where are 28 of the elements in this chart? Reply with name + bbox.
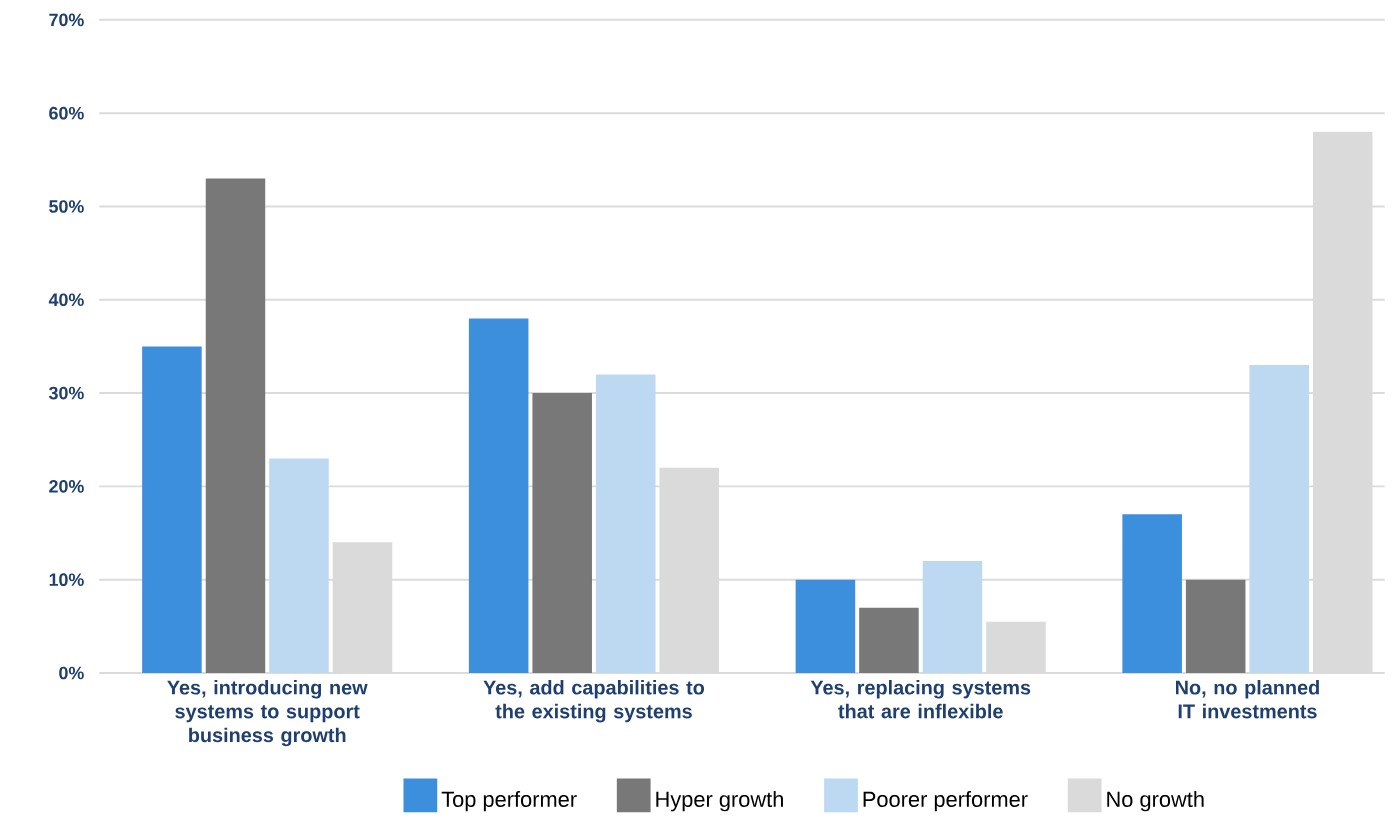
bar [532,393,592,674]
bar [1249,365,1309,674]
x-tick-label: No, no planned IT investments [1176,680,1319,719]
y-tick-label: 0% [59,666,84,680]
legend-label: Hyper growth [656,791,783,812]
y-tick-label: 40% [48,293,84,307]
y-tick-label: 70% [49,13,84,27]
y-tick-label: 50% [49,200,84,213]
bar [269,458,329,674]
legend-label: Poorer performer [863,791,1028,812]
x-tick-label: Yes, add capabilities to the existing systems [483,680,705,723]
y-tick-label: 20% [49,480,84,493]
bar [142,346,202,674]
x-tick-label: Yes, replacing systems that are inflexible [810,680,1031,719]
bar [468,318,529,674]
bar [205,178,266,674]
bar [795,579,856,674]
bar [1122,514,1182,674]
bar [1185,579,1246,674]
legend-label: No growth [1107,791,1204,812]
y-tick-label: 30% [48,386,84,400]
y-tick-label: 60% [49,106,84,120]
bar [859,607,919,674]
y-tick-label: 10% [49,573,84,587]
legend-label: Top performer [441,791,577,812]
bar [922,561,983,674]
x-tick-label: Yes, introducing new systems to support business growth [167,680,368,747]
bar [595,374,656,674]
